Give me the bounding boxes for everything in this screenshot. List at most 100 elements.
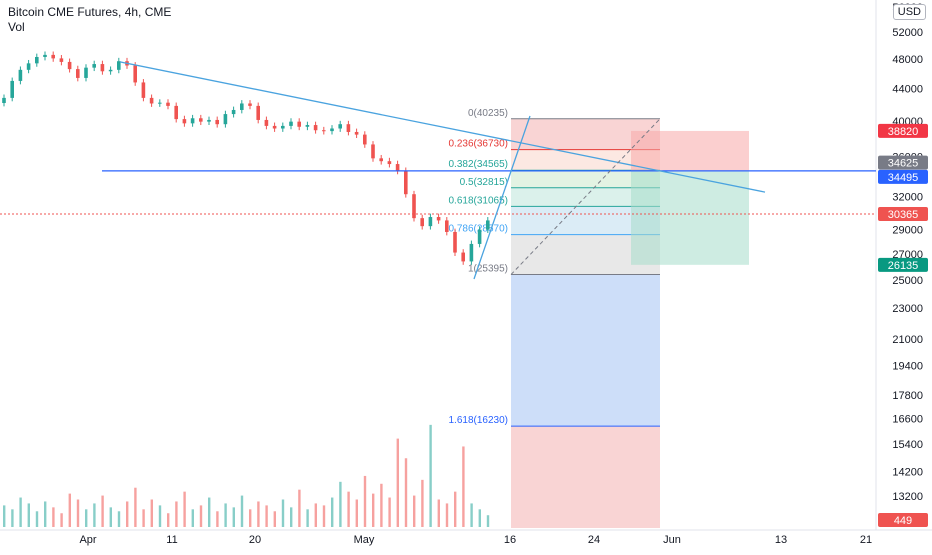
fib-anchor-line xyxy=(473,115,531,280)
volume-bar xyxy=(175,501,178,527)
candle-body xyxy=(363,134,367,145)
volume-bar xyxy=(44,501,47,527)
candle-body xyxy=(412,194,416,219)
candle-body xyxy=(92,64,96,68)
candle-body xyxy=(354,131,359,135)
candle-body xyxy=(469,243,474,262)
fib-level-label: 0.618(31065) xyxy=(449,195,509,206)
candle-body xyxy=(223,114,228,125)
volume-bar xyxy=(396,438,399,527)
candle-body xyxy=(231,109,236,115)
price-tick-label: 27000 xyxy=(892,249,923,261)
fib-zone xyxy=(511,274,660,427)
price-tick-label: 13200 xyxy=(892,491,923,503)
candle-body xyxy=(305,125,310,127)
volume-bar xyxy=(445,503,449,527)
volume-bar xyxy=(117,511,121,527)
volume-bar xyxy=(232,507,235,527)
candle-body xyxy=(18,69,23,81)
candle-body xyxy=(207,119,211,122)
volume-bar xyxy=(404,458,408,527)
volume-bar xyxy=(150,499,153,527)
volume-bar xyxy=(355,499,358,527)
candle-body xyxy=(108,69,113,72)
volume-bar xyxy=(437,499,440,527)
candle-body xyxy=(404,170,408,195)
volume-bar xyxy=(470,503,473,527)
volume-bar xyxy=(388,497,391,527)
candle-body xyxy=(322,130,326,132)
candle-body xyxy=(166,102,170,106)
currency-button[interactable]: USD xyxy=(892,4,926,20)
volume-bar xyxy=(126,501,129,527)
chart-title: Bitcoin CME Futures, 4h, CME xyxy=(8,5,172,19)
candle-body xyxy=(445,220,449,232)
price-label-text: 30365 xyxy=(888,209,919,221)
candle-body xyxy=(158,102,162,104)
volume-bar xyxy=(478,509,481,527)
candle-body xyxy=(371,144,375,159)
volume-bar xyxy=(380,483,383,527)
candle-body xyxy=(35,56,39,64)
price-tick-label: 52000 xyxy=(892,27,923,39)
volume-bar xyxy=(199,505,203,527)
volume-bar xyxy=(372,493,375,527)
volume-bar xyxy=(421,479,424,527)
price-label-text: 26135 xyxy=(888,260,919,272)
fib-zone xyxy=(511,149,660,171)
volume-bar xyxy=(216,511,219,527)
volume-bar xyxy=(249,509,252,527)
fib-zone xyxy=(511,426,660,528)
candle-body xyxy=(133,65,137,83)
price-tick-label: 23000 xyxy=(892,303,923,315)
fib-level-label: 1(25395) xyxy=(468,264,508,275)
volume-bar xyxy=(429,424,432,527)
price-label-text: 34495 xyxy=(888,172,919,184)
price-tick-label: 29000 xyxy=(892,225,923,237)
price-label-badge xyxy=(878,155,928,170)
price-tick-label: 19400 xyxy=(892,361,923,373)
price-tick-label: 15400 xyxy=(892,439,923,451)
price-label-badge xyxy=(878,123,928,138)
candle-body xyxy=(297,121,301,127)
volume-bar xyxy=(290,507,293,527)
candle-body xyxy=(379,158,383,162)
candle-body xyxy=(313,125,318,131)
volume-bar xyxy=(109,507,112,527)
volume-bar xyxy=(76,499,80,527)
volume-bar xyxy=(265,505,268,527)
candle-body xyxy=(256,105,260,120)
candle-body xyxy=(264,119,269,126)
price-tick-label: 48000 xyxy=(892,54,923,66)
volume-bar xyxy=(347,491,350,527)
price-axis-bg xyxy=(876,0,932,550)
volume-bar xyxy=(454,491,457,527)
volume-bar xyxy=(240,495,244,527)
volume-bar xyxy=(35,511,39,527)
candle-body xyxy=(387,161,392,165)
volume-bar xyxy=(462,446,465,527)
candle-body xyxy=(272,125,277,129)
volume-bar xyxy=(60,513,63,527)
price-tick-label: 16600 xyxy=(892,413,923,425)
candle-body xyxy=(174,105,178,120)
candle-body xyxy=(428,217,433,227)
volume-bar xyxy=(167,513,170,527)
candle-body xyxy=(100,64,105,72)
volume-bar xyxy=(306,509,309,527)
candle-body xyxy=(289,121,293,126)
candle-body xyxy=(182,119,187,124)
price-label-badge xyxy=(878,207,928,222)
candle-body xyxy=(149,97,154,104)
volume-bar xyxy=(85,509,88,527)
candle-body xyxy=(420,218,424,227)
volume-bar xyxy=(19,497,22,527)
fib-level-label: 0.236(36730) xyxy=(449,139,509,150)
fib-level-label: 0.5(32815) xyxy=(460,177,508,188)
volume-bar xyxy=(183,491,186,527)
price-label-text: 449 xyxy=(894,515,912,527)
candle-body xyxy=(248,103,252,106)
volume-bar xyxy=(27,503,30,527)
